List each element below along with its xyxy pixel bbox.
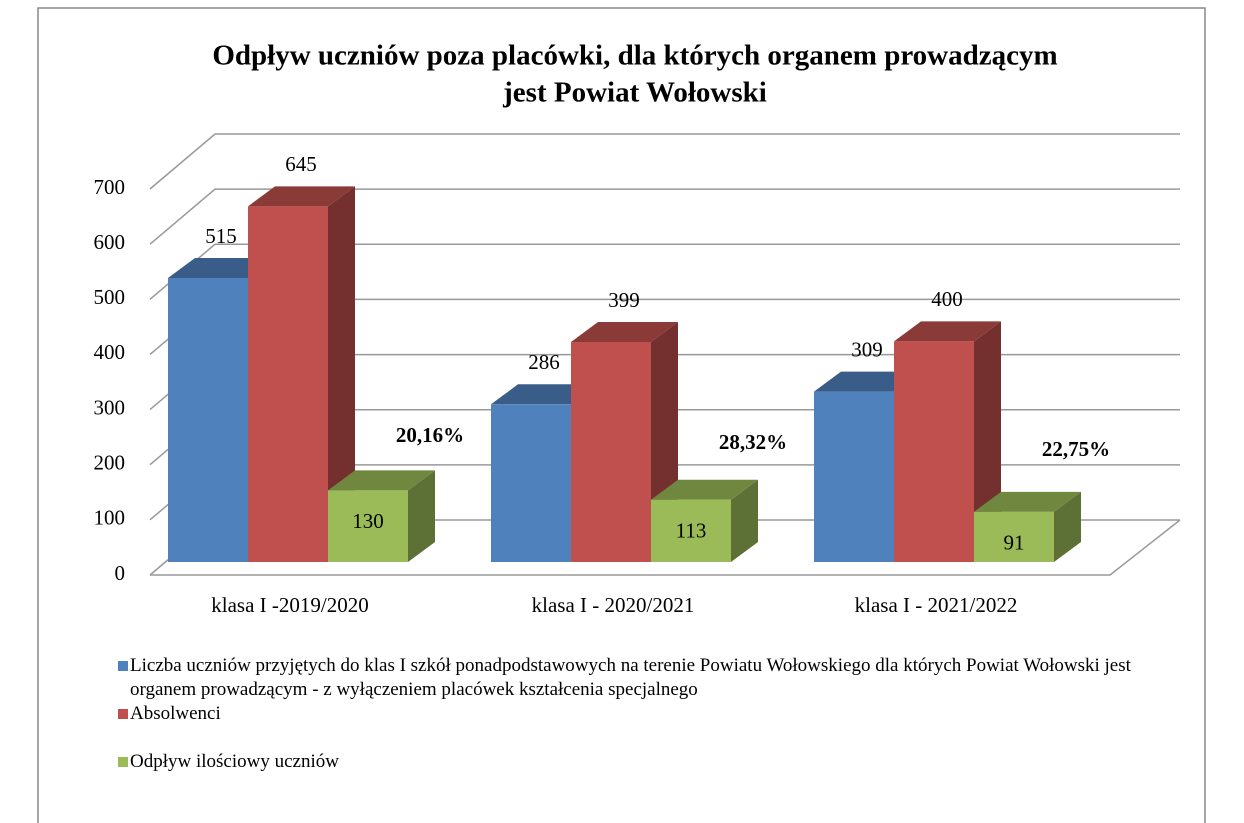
data-label: 399: [608, 288, 640, 312]
bar-top: [651, 479, 758, 500]
bar: [248, 206, 328, 563]
chart-subtitle: jest Powiat Wołowski: [502, 77, 767, 109]
chart-title: Odpływ uczniów poza placówki, dla któryc…: [212, 40, 1057, 72]
floor: [150, 519, 1181, 576]
bar-side: [408, 470, 435, 562]
bar: [168, 278, 248, 562]
bar-top: [974, 491, 1081, 512]
legend-swatch: [118, 661, 128, 671]
legend-item: Odpływ ilościowy uczniów: [118, 750, 1198, 774]
bar-top: [894, 321, 1001, 342]
bar: [571, 341, 651, 562]
legend-label: Absolwenci: [130, 703, 221, 724]
grid-line: [149, 188, 1180, 245]
bar-top: [248, 186, 355, 207]
y-tick-label: 400: [94, 340, 126, 364]
bar: [328, 490, 408, 562]
annotation: 22,75%: [1042, 437, 1110, 461]
bar-side: [328, 186, 355, 563]
bar: [651, 499, 731, 562]
data-label: 113: [676, 519, 707, 543]
legend-item: Liczba uczniów przyjętych do klas I szkó…: [118, 654, 1198, 702]
bar-top: [571, 321, 678, 342]
bar: [814, 391, 894, 562]
data-label: 91: [1004, 531, 1025, 555]
legend-item: Absolwenci: [118, 702, 1198, 726]
legend-swatch: [118, 709, 128, 719]
legend-label: Odpływ ilościowy uczniów: [130, 751, 339, 772]
legend: Liczba uczniów przyjętych do klas I szkó…: [118, 654, 1198, 774]
y-tick-label: 300: [94, 395, 126, 419]
frame: [37, 7, 1206, 823]
y-tick-label: 600: [94, 230, 126, 254]
grid-line: [149, 133, 1180, 190]
legend-swatch: [118, 757, 128, 767]
data-label: 130: [352, 509, 384, 533]
data-label: 515: [205, 224, 237, 248]
data-label: 400: [931, 287, 963, 311]
data-label: 309: [851, 337, 883, 361]
bar-side: [731, 479, 758, 562]
y-tick-label: 500: [94, 285, 126, 309]
y-tick-label: 100: [94, 506, 126, 530]
data-label: 286: [528, 350, 560, 374]
bar: [974, 511, 1054, 562]
bar-side: [1054, 491, 1081, 562]
bar: [894, 341, 974, 562]
data-label: 645: [285, 152, 317, 176]
y-tick-label: 0: [115, 561, 126, 585]
bar-top: [328, 470, 435, 491]
x-tick-label: klasa I -2019/2020: [211, 593, 368, 617]
x-tick-label: klasa I - 2020/2021: [532, 593, 695, 617]
legend-label: Liczba uczniów przyjętych do klas I szkó…: [130, 655, 1131, 700]
bar: [491, 404, 571, 562]
x-tick-label: klasa I - 2021/2022: [855, 593, 1018, 617]
annotation: 20,16%: [396, 423, 464, 447]
y-tick-label: 200: [94, 451, 126, 475]
y-tick-label: 700: [94, 175, 126, 199]
annotation: 28,32%: [719, 430, 787, 454]
